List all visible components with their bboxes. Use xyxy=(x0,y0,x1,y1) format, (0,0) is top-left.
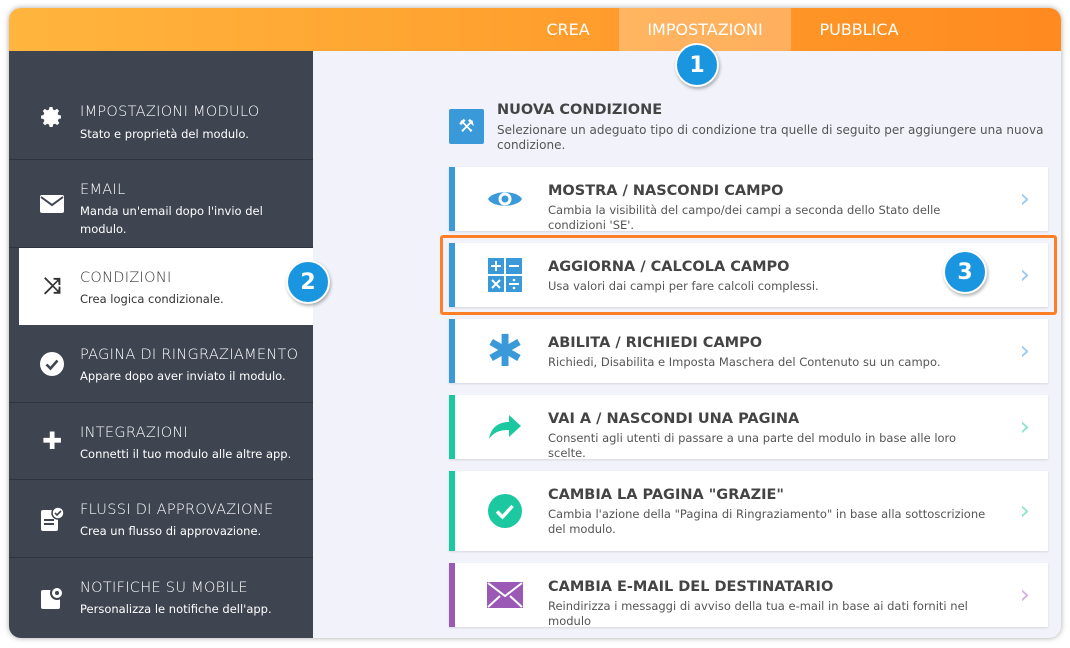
sidebar-item-integrazioni[interactable]: ✚ INTEGRAZIONI Connetti il tuo modulo al… xyxy=(9,403,313,480)
sidebar-item-desc: Crea logica condizionale. xyxy=(80,292,224,306)
card-desc: Usa valori dai campi per fare calcoli co… xyxy=(548,279,819,293)
sidebar-item-impostazioni-modulo[interactable]: IMPOSTAZIONI MODULO Stato e proprietà de… xyxy=(9,74,313,160)
chevron-right-icon: › xyxy=(1019,184,1030,214)
card-title: MOSTRA / NASCONDI CAMPO xyxy=(548,183,784,199)
tab-pubblica[interactable]: PUBBLICA xyxy=(819,20,899,39)
card-title: VAI A / NASCONDI UNA PAGINA xyxy=(548,411,800,427)
step-badge-3: 3 xyxy=(943,250,987,294)
sidebar-item-title: IMPOSTAZIONI MODULO xyxy=(80,104,260,120)
mobile-notification-icon xyxy=(39,585,65,611)
chevron-right-icon: › xyxy=(1019,580,1030,610)
sidebar-item-condizioni[interactable]: ⤨ CONDIZIONI Crea logica condizionale. xyxy=(19,248,313,325)
condition-card-pagina-grazie[interactable]: CAMBIA LA PAGINA "GRAZIE" Cambia l'azion… xyxy=(449,471,1048,551)
step-badge-2: 2 xyxy=(286,260,330,304)
sidebar-item-desc: Appare dopo aver inviato il modulo. xyxy=(80,369,286,383)
chevron-right-icon: › xyxy=(1019,260,1030,290)
tab-crea[interactable]: CREA xyxy=(546,20,590,39)
shuffle-icon: ⤨ xyxy=(43,274,61,299)
card-title: AGGIORNA / CALCOLA CAMPO xyxy=(548,259,790,275)
sidebar-item-title: CONDIZIONI xyxy=(80,270,172,286)
app-window: CREA IMPOSTAZIONI PUBBLICA IMPOSTAZIONI … xyxy=(9,8,1061,638)
sidebar-item-title: NOTIFICHE SU MOBILE xyxy=(80,580,248,596)
arrow-share-icon xyxy=(485,407,525,447)
sidebar-item-desc: Crea un flusso di approvazione. xyxy=(80,524,262,538)
card-desc: Cambia la visibilità del campo/dei campi… xyxy=(548,203,941,232)
sidebar-item-email[interactable]: EMAIL Manda un'email dopo l'invio del mo… xyxy=(9,160,313,248)
tools-icon: ⚒ xyxy=(449,109,484,144)
sidebar-item-pagina-ringraziamento[interactable]: PAGINA DI RINGRAZIAMENTO Appare dopo ave… xyxy=(9,325,313,403)
chevron-right-icon: › xyxy=(1019,336,1030,366)
asterisk-icon: ✱ xyxy=(486,325,524,377)
sidebar-item-title: FLUSSI DI APPROVAZIONE xyxy=(80,502,274,518)
envelope-icon xyxy=(39,191,65,217)
highlight-box xyxy=(440,235,1057,315)
calculator-icon xyxy=(485,255,525,295)
sidebar: IMPOSTAZIONI MODULO Stato e proprietà de… xyxy=(9,51,313,638)
card-desc: Consenti agli utenti di passare a una pa… xyxy=(548,431,957,460)
sidebar-item-desc: Connetti il tuo modulo alle altre app. xyxy=(80,447,292,461)
sidebar-item-notifiche-mobile[interactable]: NOTIFICHE SU MOBILE Personalizza le noti… xyxy=(9,558,313,638)
sidebar-item-title: EMAIL xyxy=(80,182,126,198)
check-circle-icon xyxy=(39,351,65,377)
sidebar-item-desc: Personalizza le notifiche dell'app. xyxy=(80,602,272,616)
eye-icon xyxy=(485,179,525,219)
gear-icon xyxy=(39,104,65,130)
sidebar-item-desc: Stato e proprietà del modulo. xyxy=(80,127,249,141)
step-badge-1: 1 xyxy=(675,43,719,87)
card-title: ABILITA / RICHIEDI CAMPO xyxy=(548,335,763,351)
card-desc: Reindirizza i messaggi di avviso della t… xyxy=(548,599,968,628)
sidebar-item-flussi-approvazione[interactable]: FLUSSI DI APPROVAZIONE Crea un flusso di… xyxy=(9,480,313,558)
card-title: CAMBIA LA PAGINA "GRAZIE" xyxy=(548,487,784,503)
envelope-icon xyxy=(485,575,525,615)
card-title: CAMBIA E-MAIL DEL DESTINATARIO xyxy=(548,579,834,595)
section-title: NUOVA CONDIZIONE xyxy=(497,102,663,118)
chevron-right-icon: › xyxy=(1019,412,1030,442)
card-desc: Richiedi, Disabilita e Imposta Maschera … xyxy=(548,355,941,369)
card-desc: Cambia l'azione della "Pagina di Ringraz… xyxy=(548,507,986,536)
puzzle-icon: ✚ xyxy=(41,427,63,455)
sidebar-item-title: PAGINA DI RINGRAZIAMENTO xyxy=(80,347,299,363)
check-circle-icon xyxy=(485,491,525,531)
section-desc: Selezionare un adeguato tipo di condizio… xyxy=(497,123,1044,152)
chevron-right-icon: › xyxy=(1019,496,1030,526)
condition-card-email-destinatario[interactable]: CAMBIA E-MAIL DEL DESTINATARIO Reindiriz… xyxy=(449,563,1048,628)
condition-card-mostra-nascondi[interactable]: MOSTRA / NASCONDI CAMPO Cambia la visibi… xyxy=(449,167,1048,232)
condition-card-abilita-richiedi[interactable]: ✱ ABILITA / RICHIEDI CAMPO Richiedi, Dis… xyxy=(449,319,1048,383)
condition-card-vai-a-pagina[interactable]: VAI A / NASCONDI UNA PAGINA Consenti agl… xyxy=(449,395,1048,460)
top-nav: CREA IMPOSTAZIONI PUBBLICA xyxy=(9,8,1061,51)
sidebar-item-title: INTEGRAZIONI xyxy=(80,425,189,441)
approval-icon xyxy=(39,505,65,532)
sidebar-item-desc: Manda un'email dopo l'invio del modulo. xyxy=(80,204,263,236)
